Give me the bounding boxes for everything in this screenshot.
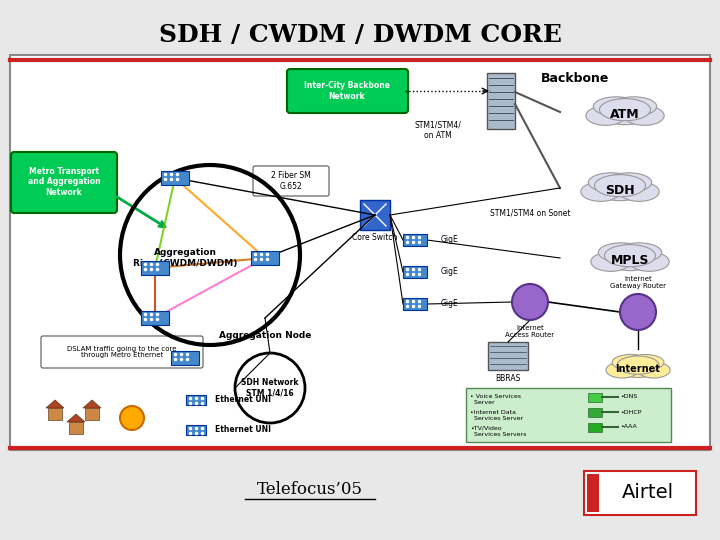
Text: Ethernet UNI: Ethernet UNI xyxy=(215,426,271,435)
Text: Metro Transport
and Aggregation
Network: Metro Transport and Aggregation Network xyxy=(27,167,100,197)
Text: SDH Network
STM 1/4/16: SDH Network STM 1/4/16 xyxy=(241,379,299,397)
Ellipse shape xyxy=(606,362,639,378)
Text: •Internet Data
  Services Server: •Internet Data Services Server xyxy=(470,410,523,421)
Polygon shape xyxy=(83,400,101,408)
FancyBboxPatch shape xyxy=(287,69,408,113)
Ellipse shape xyxy=(624,106,664,125)
FancyBboxPatch shape xyxy=(161,171,189,185)
Text: Internet
Gateway Router: Internet Gateway Router xyxy=(610,276,666,289)
Text: Telefocus’05: Telefocus’05 xyxy=(257,482,363,498)
Ellipse shape xyxy=(588,173,634,192)
Text: Ethernet UNI: Ethernet UNI xyxy=(215,395,271,404)
FancyBboxPatch shape xyxy=(403,234,427,246)
FancyBboxPatch shape xyxy=(253,166,329,196)
Ellipse shape xyxy=(603,245,657,271)
FancyBboxPatch shape xyxy=(587,474,599,512)
Ellipse shape xyxy=(598,99,652,125)
Text: •AAA: •AAA xyxy=(620,424,636,429)
Text: DSLAM traffic going to the core
through Metro Ethernet: DSLAM traffic going to the core through … xyxy=(67,346,176,359)
Text: Internet: Internet xyxy=(616,364,660,374)
Text: SDH: SDH xyxy=(606,184,635,197)
FancyBboxPatch shape xyxy=(588,393,602,402)
Polygon shape xyxy=(46,400,64,408)
Text: Backbone: Backbone xyxy=(541,71,609,84)
Ellipse shape xyxy=(617,356,659,374)
FancyBboxPatch shape xyxy=(11,152,117,213)
Polygon shape xyxy=(67,414,85,422)
Ellipse shape xyxy=(598,243,644,262)
Circle shape xyxy=(620,294,656,330)
Text: Airtel: Airtel xyxy=(622,483,674,503)
Text: GigE: GigE xyxy=(441,300,459,308)
Ellipse shape xyxy=(600,99,651,121)
Text: 2 Fiber SM
G.652: 2 Fiber SM G.652 xyxy=(271,171,311,191)
FancyBboxPatch shape xyxy=(584,471,696,515)
Text: ATM: ATM xyxy=(610,107,640,120)
Ellipse shape xyxy=(616,356,660,377)
Text: • Voice Services
  Server: • Voice Services Server xyxy=(470,394,521,405)
Ellipse shape xyxy=(593,97,639,116)
FancyBboxPatch shape xyxy=(588,408,602,417)
FancyBboxPatch shape xyxy=(403,298,427,310)
Text: xDSL: xDSL xyxy=(122,415,142,421)
FancyBboxPatch shape xyxy=(69,422,83,434)
Ellipse shape xyxy=(581,182,621,201)
FancyBboxPatch shape xyxy=(186,395,206,405)
Text: Aggregation
Ring (CWDM/DWDM): Aggregation Ring (CWDM/DWDM) xyxy=(132,248,237,268)
Text: GigE: GigE xyxy=(441,267,459,276)
Text: •DNS: •DNS xyxy=(620,395,637,400)
Ellipse shape xyxy=(605,245,655,267)
FancyBboxPatch shape xyxy=(48,408,62,420)
FancyBboxPatch shape xyxy=(403,266,427,278)
Circle shape xyxy=(512,284,548,320)
Text: STM1/STM4/
on ATM: STM1/STM4/ on ATM xyxy=(415,120,462,140)
Ellipse shape xyxy=(593,176,647,201)
Text: STM1/STM4 on Sonet: STM1/STM4 on Sonet xyxy=(490,208,570,218)
FancyBboxPatch shape xyxy=(141,311,169,325)
FancyBboxPatch shape xyxy=(360,200,390,230)
Text: Internet
Access Router: Internet Access Router xyxy=(505,325,554,338)
Text: Aggregation Node: Aggregation Node xyxy=(219,330,311,340)
Ellipse shape xyxy=(591,252,631,271)
FancyBboxPatch shape xyxy=(487,73,515,129)
Ellipse shape xyxy=(606,173,652,192)
Text: MPLS: MPLS xyxy=(611,253,649,267)
Ellipse shape xyxy=(612,354,649,370)
FancyBboxPatch shape xyxy=(588,423,602,432)
Ellipse shape xyxy=(616,243,662,262)
Text: •TV/Video
  Services Servers: •TV/Video Services Servers xyxy=(470,426,526,437)
FancyBboxPatch shape xyxy=(10,55,710,450)
Ellipse shape xyxy=(629,252,669,271)
Text: •DHCP: •DHCP xyxy=(620,409,642,415)
Text: SDH / CWDM / DWDM CORE: SDH / CWDM / DWDM CORE xyxy=(158,23,562,47)
FancyBboxPatch shape xyxy=(466,388,671,442)
Ellipse shape xyxy=(626,354,664,370)
FancyBboxPatch shape xyxy=(41,336,203,368)
Text: GigE: GigE xyxy=(441,235,459,245)
Ellipse shape xyxy=(586,106,626,125)
Ellipse shape xyxy=(611,97,657,116)
Ellipse shape xyxy=(595,174,646,197)
Text: BBRAS: BBRAS xyxy=(495,374,521,383)
FancyBboxPatch shape xyxy=(251,251,279,265)
Text: Core Switch: Core Switch xyxy=(352,233,397,242)
Text: Inter-City Backbone
Network: Inter-City Backbone Network xyxy=(304,82,390,100)
Ellipse shape xyxy=(619,182,660,201)
Circle shape xyxy=(120,406,144,430)
FancyBboxPatch shape xyxy=(186,425,206,435)
Ellipse shape xyxy=(638,362,670,378)
FancyBboxPatch shape xyxy=(488,342,528,370)
FancyBboxPatch shape xyxy=(171,351,199,365)
FancyBboxPatch shape xyxy=(141,261,169,275)
FancyBboxPatch shape xyxy=(85,408,99,420)
